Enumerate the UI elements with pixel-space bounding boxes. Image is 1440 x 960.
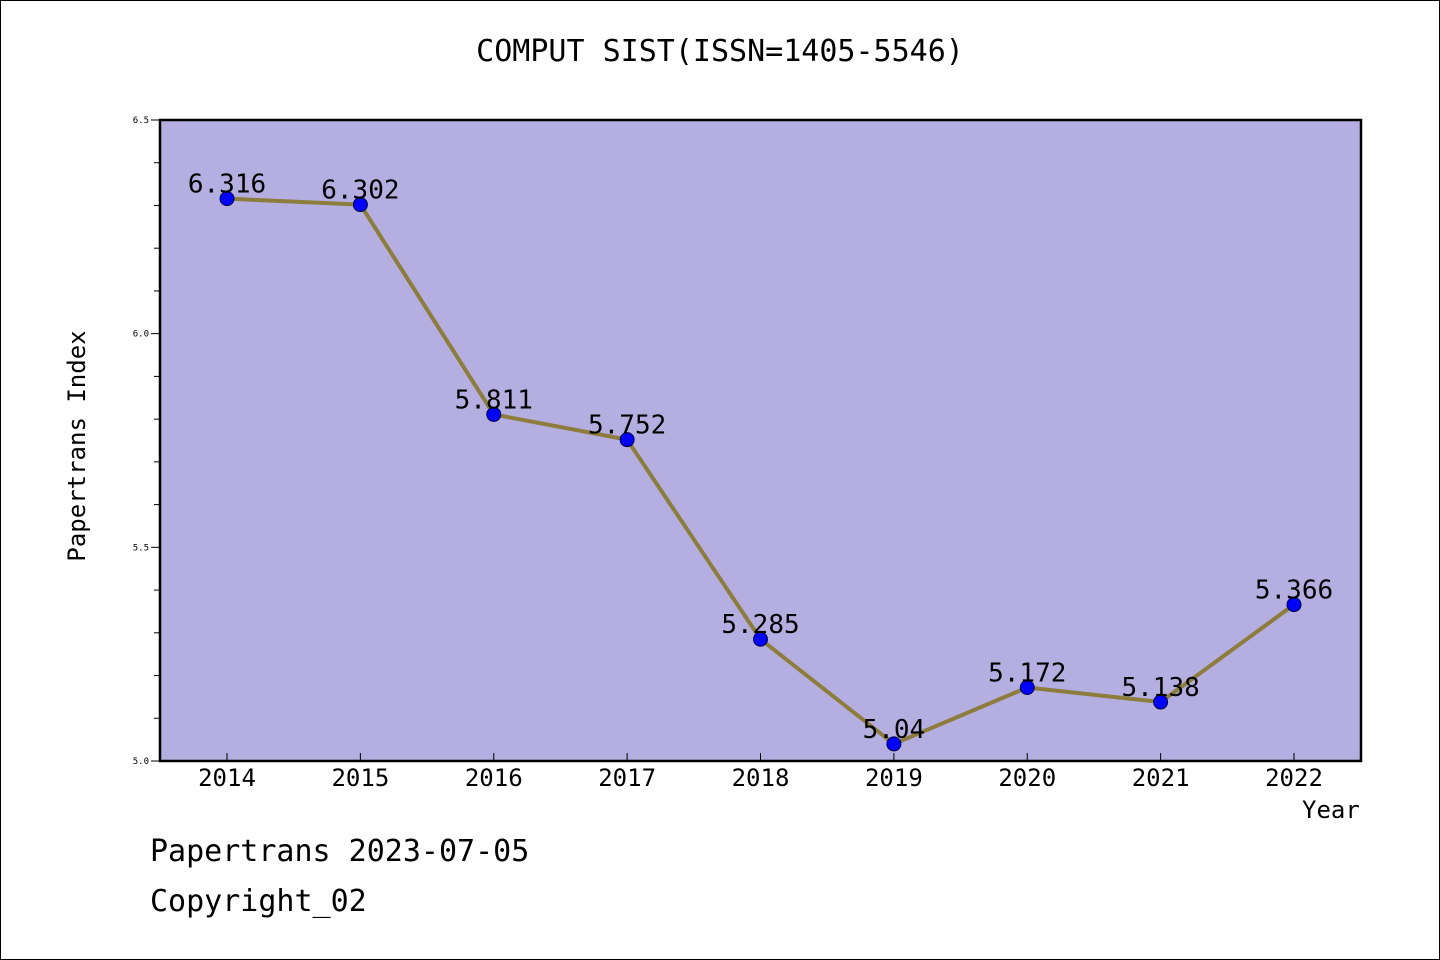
data-point [1286,597,1302,613]
x-tick-label: 2016 [465,764,523,792]
footer-date: Papertrans 2023-07-05 [150,834,530,869]
data-label: 5.366 [1255,576,1333,606]
data-label: 5.172 [988,658,1066,688]
y-tick-label: 6.5 [133,116,149,126]
x-axis-title: Year [1302,796,1360,824]
data-point [219,191,235,207]
data-point [1153,694,1169,710]
y-axis-title: Papertrans Index [63,330,91,562]
x-tick-label: 2018 [732,764,790,792]
y-tick-label: 6.0 [133,330,149,340]
x-tick-label: 2022 [1265,764,1323,792]
x-tick-label: 2014 [198,764,256,792]
data-label: 6.302 [321,176,399,206]
data-label: 5.04 [863,715,926,745]
data-label: 5.138 [1121,673,1199,703]
data-point [619,432,635,448]
data-point [886,736,902,752]
data-point [352,197,368,213]
data-point [1019,679,1035,695]
data-label: 5.752 [588,411,666,441]
x-tick-label: 2020 [998,764,1056,792]
data-label: 6.316 [188,170,266,200]
y-tick-label: 5.0 [133,757,149,767]
data-point [753,631,768,647]
data-point [486,406,502,422]
data-label: 5.285 [721,610,799,640]
x-tick-label: 2019 [865,764,923,792]
plot-border [158,118,1363,763]
data-label: 5.811 [455,385,533,415]
x-tick-label: 2021 [1132,764,1190,792]
y-tick-label: 5.5 [133,543,149,553]
x-tick-label: 2017 [598,764,656,792]
x-tick-label: 2015 [331,764,389,792]
plot-area [160,120,1361,761]
chart-title: COMPUT SIST(ISSN=1405-5546) [476,34,964,69]
footer-copyright: Copyright_02 [150,884,367,919]
